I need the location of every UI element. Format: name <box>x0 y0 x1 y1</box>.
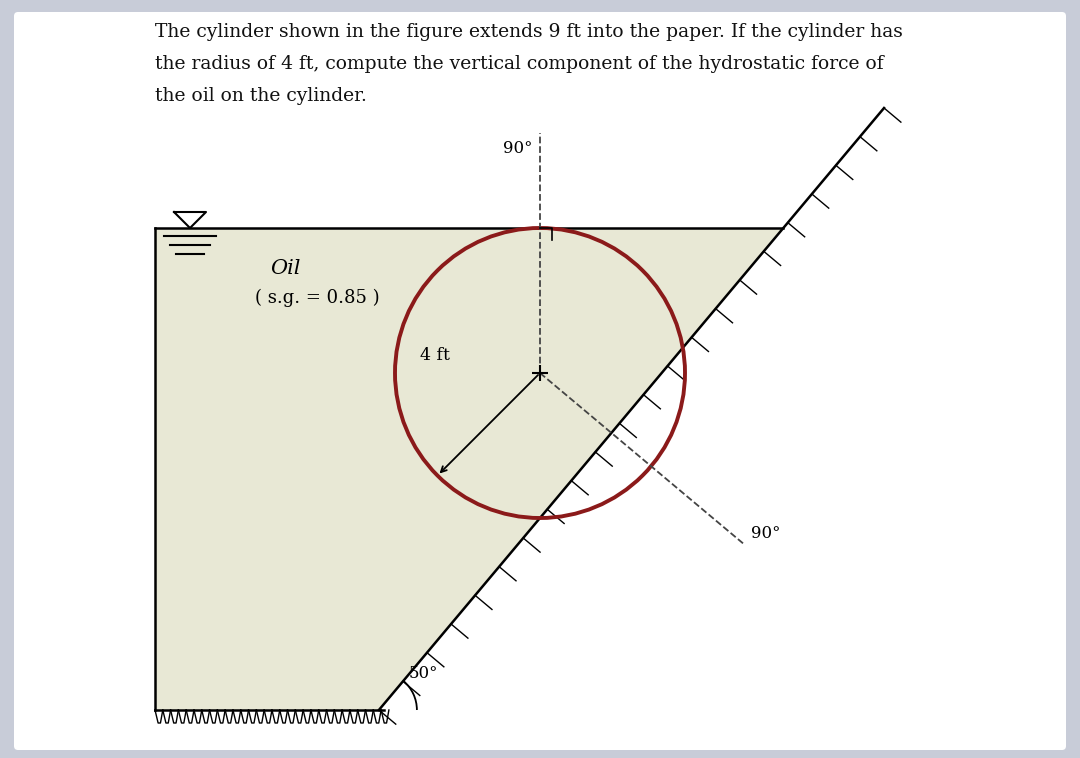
Text: 90°: 90° <box>751 525 781 542</box>
Text: The cylinder shown in the figure extends 9 ft into the paper. If the cylinder ha: The cylinder shown in the figure extends… <box>156 23 903 41</box>
Polygon shape <box>156 228 783 710</box>
Text: ( s.g. = 0.85 ): ( s.g. = 0.85 ) <box>255 289 380 307</box>
Text: 4 ft: 4 ft <box>420 346 450 364</box>
Text: the oil on the cylinder.: the oil on the cylinder. <box>156 87 367 105</box>
Text: 90°: 90° <box>502 140 532 157</box>
Text: the radius of 4 ft, compute the vertical component of the hydrostatic force of: the radius of 4 ft, compute the vertical… <box>156 55 883 73</box>
Text: 50°: 50° <box>409 665 438 682</box>
Text: Oil: Oil <box>270 258 300 277</box>
FancyBboxPatch shape <box>14 12 1066 750</box>
